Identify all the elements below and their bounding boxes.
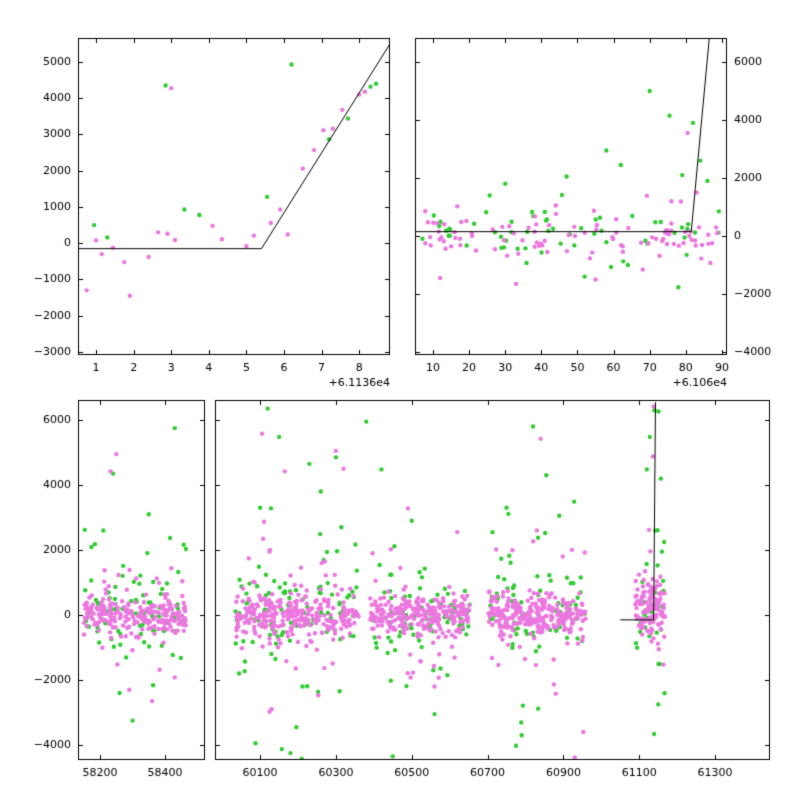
figure: BLG11M0705.008595 (7692.16, 5035.47) 3 3… xyxy=(0,0,800,800)
scatter-plots-canvas xyxy=(0,0,800,800)
